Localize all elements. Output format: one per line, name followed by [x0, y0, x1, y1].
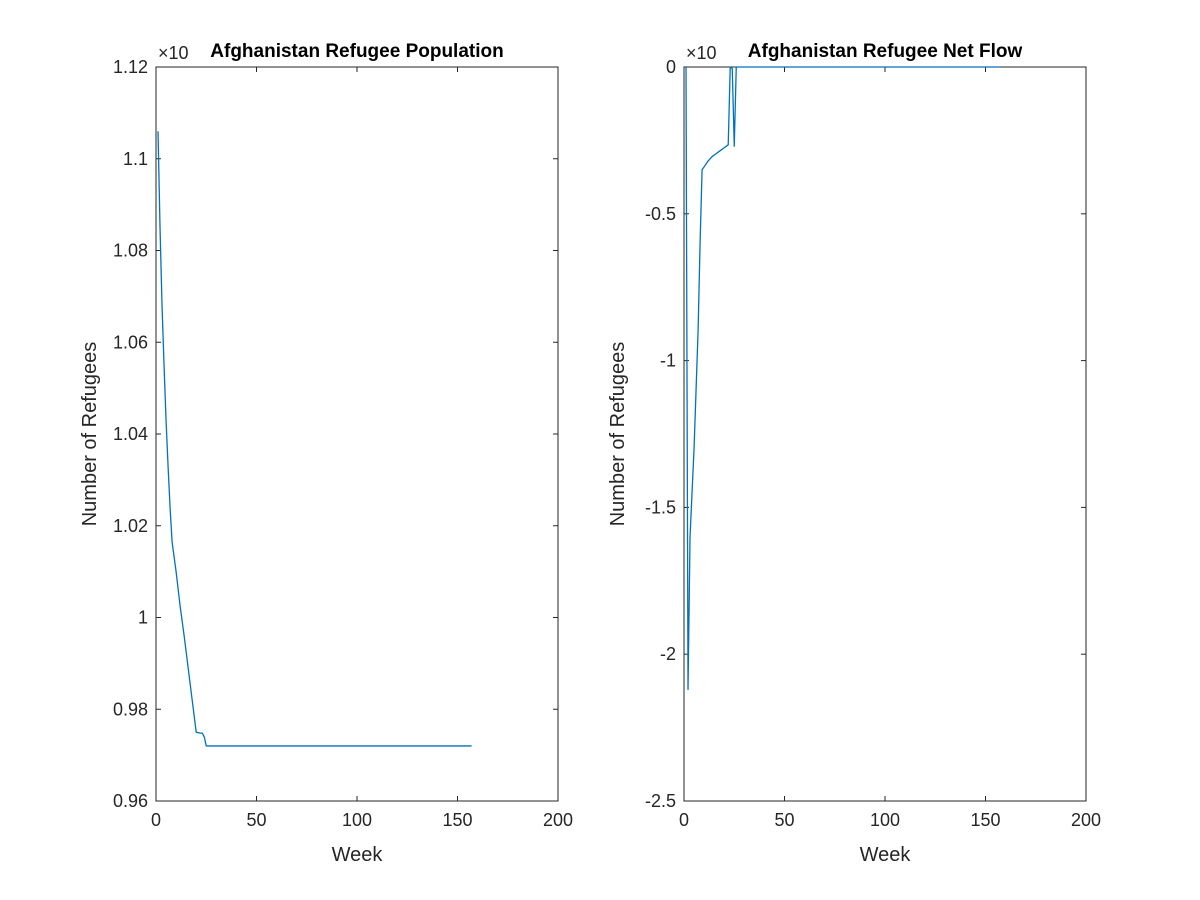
y-tick-label: 0 — [666, 57, 676, 77]
y-tick-label: 1.08 — [113, 241, 148, 261]
x-tick-label: 50 — [774, 810, 794, 830]
y-tick-label: 1.04 — [113, 424, 148, 444]
x-tick-label: 0 — [151, 810, 161, 830]
y-tick-label: 0.98 — [113, 699, 148, 719]
x-tick-label: 200 — [1071, 810, 1101, 830]
x-tick-label: 0 — [679, 810, 689, 830]
chart-title: Afghanistan Refugee Population — [210, 41, 503, 62]
y-tick-label: 1.06 — [113, 332, 148, 352]
series-line — [685, 66, 1000, 691]
y-tick-label: 1.02 — [113, 516, 148, 536]
y-tick-label: -1 — [660, 351, 676, 371]
x-axis-label: Week — [860, 844, 912, 866]
y-tick-label: 0.96 — [113, 791, 148, 811]
x-tick-label: 150 — [970, 810, 1000, 830]
series-line — [157, 131, 472, 747]
y-tick-label: -2.5 — [645, 791, 676, 811]
y-tick-label: -0.5 — [645, 204, 676, 224]
x-tick-label: 100 — [870, 810, 900, 830]
chart-refugee-population: 0 50 100 150 200 0.96 0.98 1 1.02 1.04 1.06 1.08 1.1… — [79, 41, 573, 866]
y-tick-label: 1.12 — [113, 57, 148, 77]
chart-title: Afghanistan Refugee Net Flow — [748, 41, 1023, 62]
y-tick-label: 1 — [138, 608, 148, 628]
y-exponent-label: ×10 — [158, 43, 189, 63]
x-tick-label: 50 — [246, 810, 266, 830]
y-axis-label: Number of Refugees — [79, 342, 101, 527]
x-axis-label: Week — [332, 844, 384, 866]
y-exponent-label: ×10 — [686, 43, 717, 63]
y-tick-label: -2 — [660, 644, 676, 664]
y-tick-label: 1.1 — [123, 149, 148, 169]
y-axis-label: Number of Refugees — [607, 342, 629, 527]
x-tick-label: 100 — [342, 810, 372, 830]
x-tick-label: 150 — [442, 810, 472, 830]
y-tick-label: -1.5 — [645, 497, 676, 517]
chart-refugee-net-flow: 0 50 100 150 200 -2.5 -2 -1.5 -1 -0.5 0 ×10 Afghanis… — [607, 41, 1101, 866]
x-tick-label: 200 — [543, 810, 573, 830]
